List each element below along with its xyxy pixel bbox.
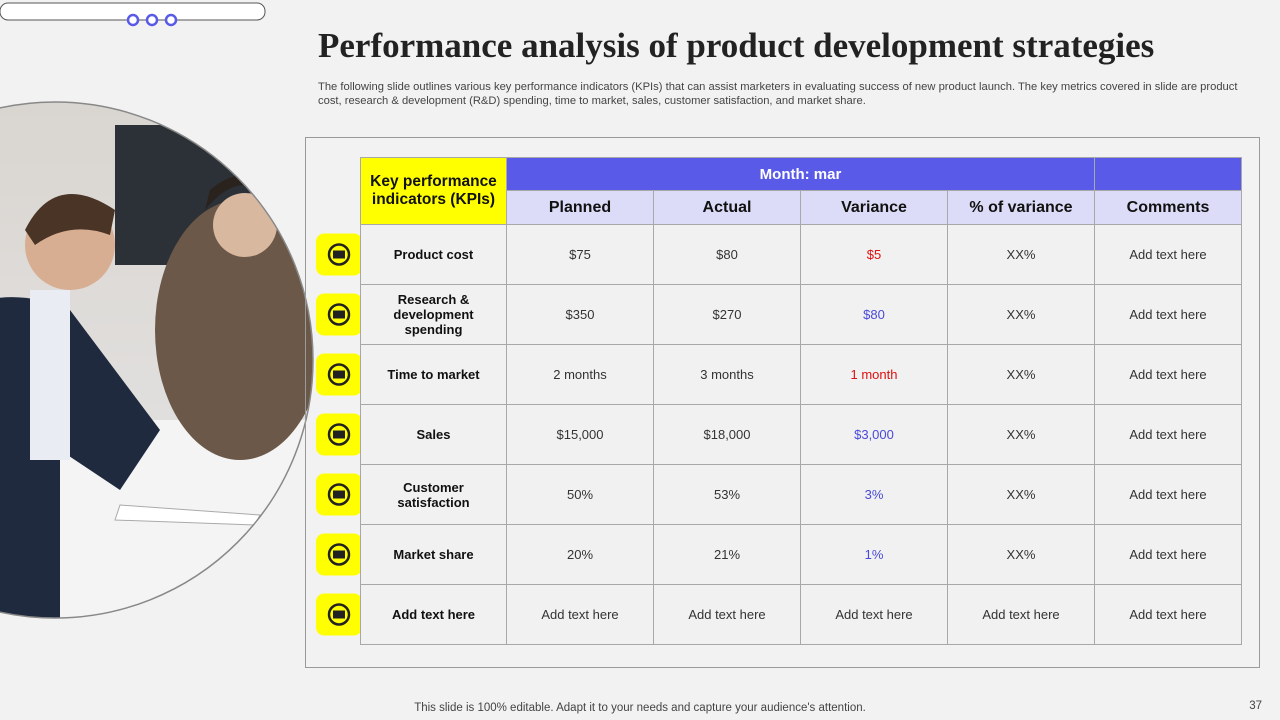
kpi-icon: [333, 430, 345, 439]
photo: [0, 2, 314, 619]
kpi-icon: [327, 303, 351, 326]
cell: Add text here: [1094, 584, 1242, 645]
cell: XX%: [947, 404, 1095, 465]
kpi-icon: [333, 610, 345, 619]
kpi-icon: [333, 370, 345, 379]
row: Market share 20% 21% 1% XX% Add text here: [360, 524, 1242, 585]
cell: $5: [800, 224, 948, 285]
page-number: 37: [1249, 700, 1262, 712]
cell: 1%: [800, 524, 948, 585]
cell: XX%: [947, 224, 1095, 285]
cell: Add text here: [947, 584, 1095, 645]
kpi-cell: Sales: [360, 404, 507, 465]
cell: $3,000: [800, 404, 948, 465]
subtitle: The following slide outlines various key…: [318, 81, 1238, 107]
cell: Add text here: [1094, 284, 1242, 345]
cell: 1 month: [800, 344, 948, 405]
kpi-icon: [327, 243, 351, 266]
cell: 3%: [800, 464, 948, 525]
cell: 53%: [653, 464, 801, 525]
kpi-icon: [327, 423, 351, 446]
kpi-cell: Customer satisfaction: [360, 464, 507, 525]
header-cell: [1094, 157, 1242, 191]
kpi-cell: Research & development spending: [360, 284, 507, 345]
column-header: Planned: [506, 190, 654, 225]
column-header: Comments: [1094, 190, 1242, 225]
dot: [164, 13, 178, 27]
kpi-header: Key performance indicators (KPIs): [360, 157, 507, 225]
icons: [316, 233, 362, 636]
cell: Add text here: [506, 584, 654, 645]
kpi-icon: [327, 483, 351, 506]
kpi-icon: [333, 250, 345, 259]
kpi-icon: [327, 363, 351, 386]
cell: Add text here: [1094, 464, 1242, 525]
kpi-icon: [333, 310, 345, 319]
dot: [126, 13, 140, 27]
row: Add text here Add text here Add text here A…: [360, 584, 1242, 645]
cell: 2 months: [506, 344, 654, 405]
cell: $80: [653, 224, 801, 285]
footer: This slide is 100% editable. Adapt it to…: [414, 702, 866, 714]
cell: XX%: [947, 524, 1095, 585]
kpi-table: Key performance indicators (KPIs) Month: …: [360, 157, 1242, 645]
kpi-cell: Market share: [360, 524, 507, 585]
row: Research & development spending $350 $270 $…: [360, 284, 1242, 345]
kpi-cell: Time to market: [360, 344, 507, 405]
cell: $15,000: [506, 404, 654, 465]
kpi-icon: [333, 490, 345, 499]
cell: $270: [653, 284, 801, 345]
cell: Add text here: [800, 584, 948, 645]
column-header: % of variance: [947, 190, 1095, 225]
cell: $75: [506, 224, 654, 285]
header-row: Key performance indicators (KPIs) Month: …: [360, 157, 1242, 225]
cell: $80: [800, 284, 948, 345]
cell: Add text here: [653, 584, 801, 645]
group-header: Month: mar: [506, 157, 1095, 191]
row: Sales $15,000 $18,000 $3,000 XX% Add text her…: [360, 404, 1242, 465]
header-row: Planned Actual Variance% of variance Commen…: [361, 190, 1242, 225]
row: Time to market 2 months 3 months 1 month XX%…: [360, 344, 1242, 405]
cell: 50%: [506, 464, 654, 525]
column-header: Variance: [800, 190, 948, 225]
cell: XX%: [947, 464, 1095, 525]
title: Performance analysis of product developm…: [318, 26, 1155, 65]
frame: [305, 137, 1260, 668]
row: Customer satisfaction 50% 53% 3% XX% Add text…: [360, 464, 1242, 525]
cell: 20%: [506, 524, 654, 585]
cell: Add text here: [1094, 524, 1242, 585]
kpi-icon: [327, 603, 351, 626]
kpi-icon: [327, 543, 351, 566]
cell: 21%: [653, 524, 801, 585]
cell: XX%: [947, 344, 1095, 405]
kpi-icon: [333, 550, 345, 559]
kpi-cell: Add text here: [360, 584, 507, 645]
cell: Add text here: [1094, 344, 1242, 405]
column-header: Actual: [653, 190, 801, 225]
cell: Add text here: [1094, 224, 1242, 285]
cell: $18,000: [653, 404, 801, 465]
row: Product cost $75 $80 $5 XX% Add text here: [360, 224, 1242, 285]
dot: [145, 13, 159, 27]
cell: XX%: [947, 284, 1095, 345]
cell: 3 months: [653, 344, 801, 405]
kpi-cell: Product cost: [360, 224, 507, 285]
cell: $350: [506, 284, 654, 345]
cell: Add text here: [1094, 404, 1242, 465]
